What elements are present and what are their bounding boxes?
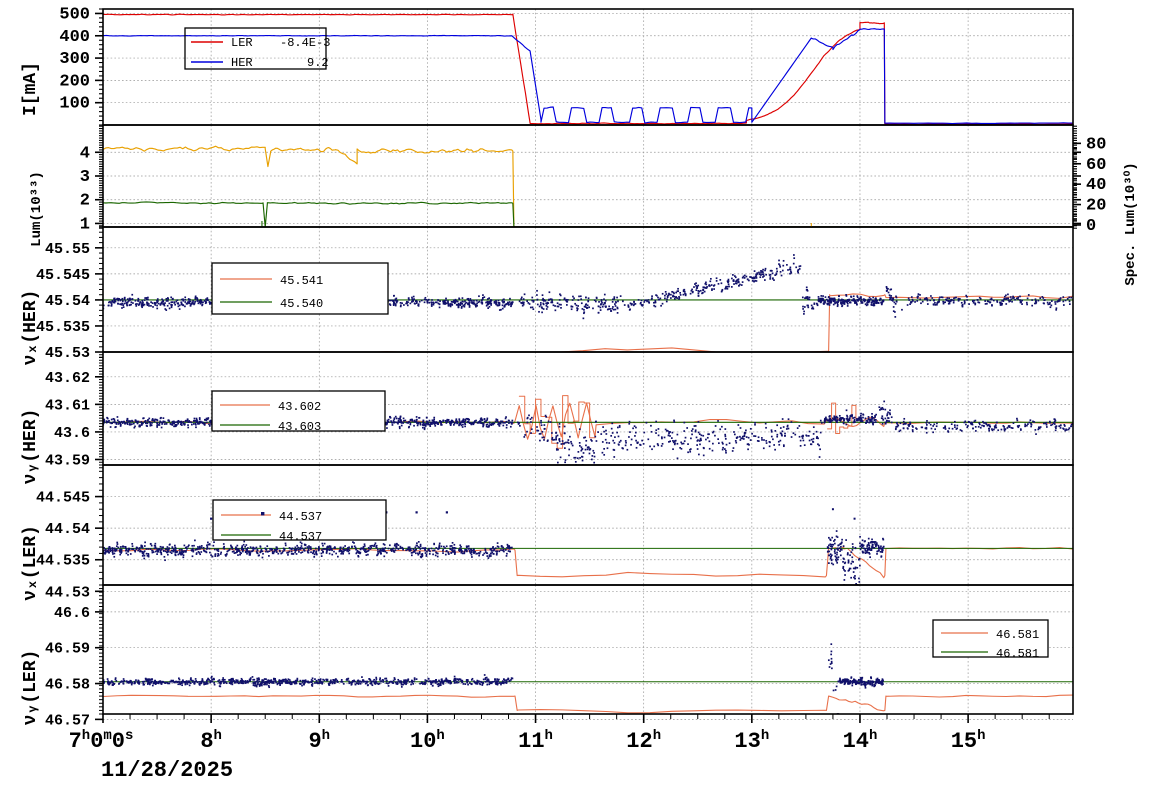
svg-text:45.541: 45.541 (280, 274, 323, 288)
svg-text:44.53: 44.53 (45, 584, 90, 601)
svg-text:80: 80 (1086, 135, 1106, 154)
svg-text:4: 4 (80, 144, 90, 163)
svg-text:100: 100 (59, 95, 90, 114)
svg-text:300: 300 (59, 50, 90, 69)
svg-text:-8.4E-3: -8.4E-3 (280, 36, 330, 50)
svg-text:400: 400 (59, 28, 90, 47)
svg-text:43.61: 43.61 (45, 397, 90, 414)
svg-text:45.545: 45.545 (36, 267, 90, 284)
svg-text:500: 500 (59, 5, 90, 24)
svg-text:45.540: 45.540 (280, 297, 323, 311)
svg-text:0: 0 (1086, 217, 1096, 236)
svg-text:44.535: 44.535 (36, 553, 90, 570)
svg-text:νₓ(HER): νₓ(HER) (21, 290, 41, 366)
svg-text:45.55: 45.55 (45, 241, 90, 258)
svg-text:43.62: 43.62 (45, 370, 90, 387)
svg-text:45.53: 45.53 (45, 345, 90, 362)
svg-text:200: 200 (59, 72, 90, 91)
svg-text:44.54: 44.54 (45, 521, 90, 538)
svg-text:60: 60 (1086, 156, 1106, 175)
svg-text:43.59: 43.59 (45, 452, 90, 469)
svg-text:45.535: 45.535 (36, 319, 90, 336)
svg-text:Lum(10³³): Lum(10³³) (29, 171, 45, 247)
svg-text:9.2: 9.2 (307, 56, 329, 70)
svg-text:HER: HER (231, 56, 253, 70)
svg-text:43.6: 43.6 (54, 425, 90, 442)
svg-text:Spec. Lum(10³⁰): Spec. Lum(10³⁰) (1123, 162, 1139, 285)
svg-text:2: 2 (80, 192, 90, 211)
svg-text:νᵧ(HER): νᵧ(HER) (21, 409, 41, 485)
svg-text:43.603: 43.603 (278, 420, 321, 434)
svg-text:44.545: 44.545 (36, 490, 90, 507)
svg-text:45.54: 45.54 (45, 293, 90, 310)
svg-text:40: 40 (1086, 176, 1106, 195)
svg-text:43.602: 43.602 (278, 400, 321, 414)
svg-text:1: 1 (80, 215, 90, 234)
svg-text:I[mA]: I[mA] (21, 62, 41, 116)
svg-text:20: 20 (1086, 197, 1106, 216)
svg-text:3: 3 (80, 168, 90, 187)
svg-text:LER: LER (231, 36, 253, 50)
